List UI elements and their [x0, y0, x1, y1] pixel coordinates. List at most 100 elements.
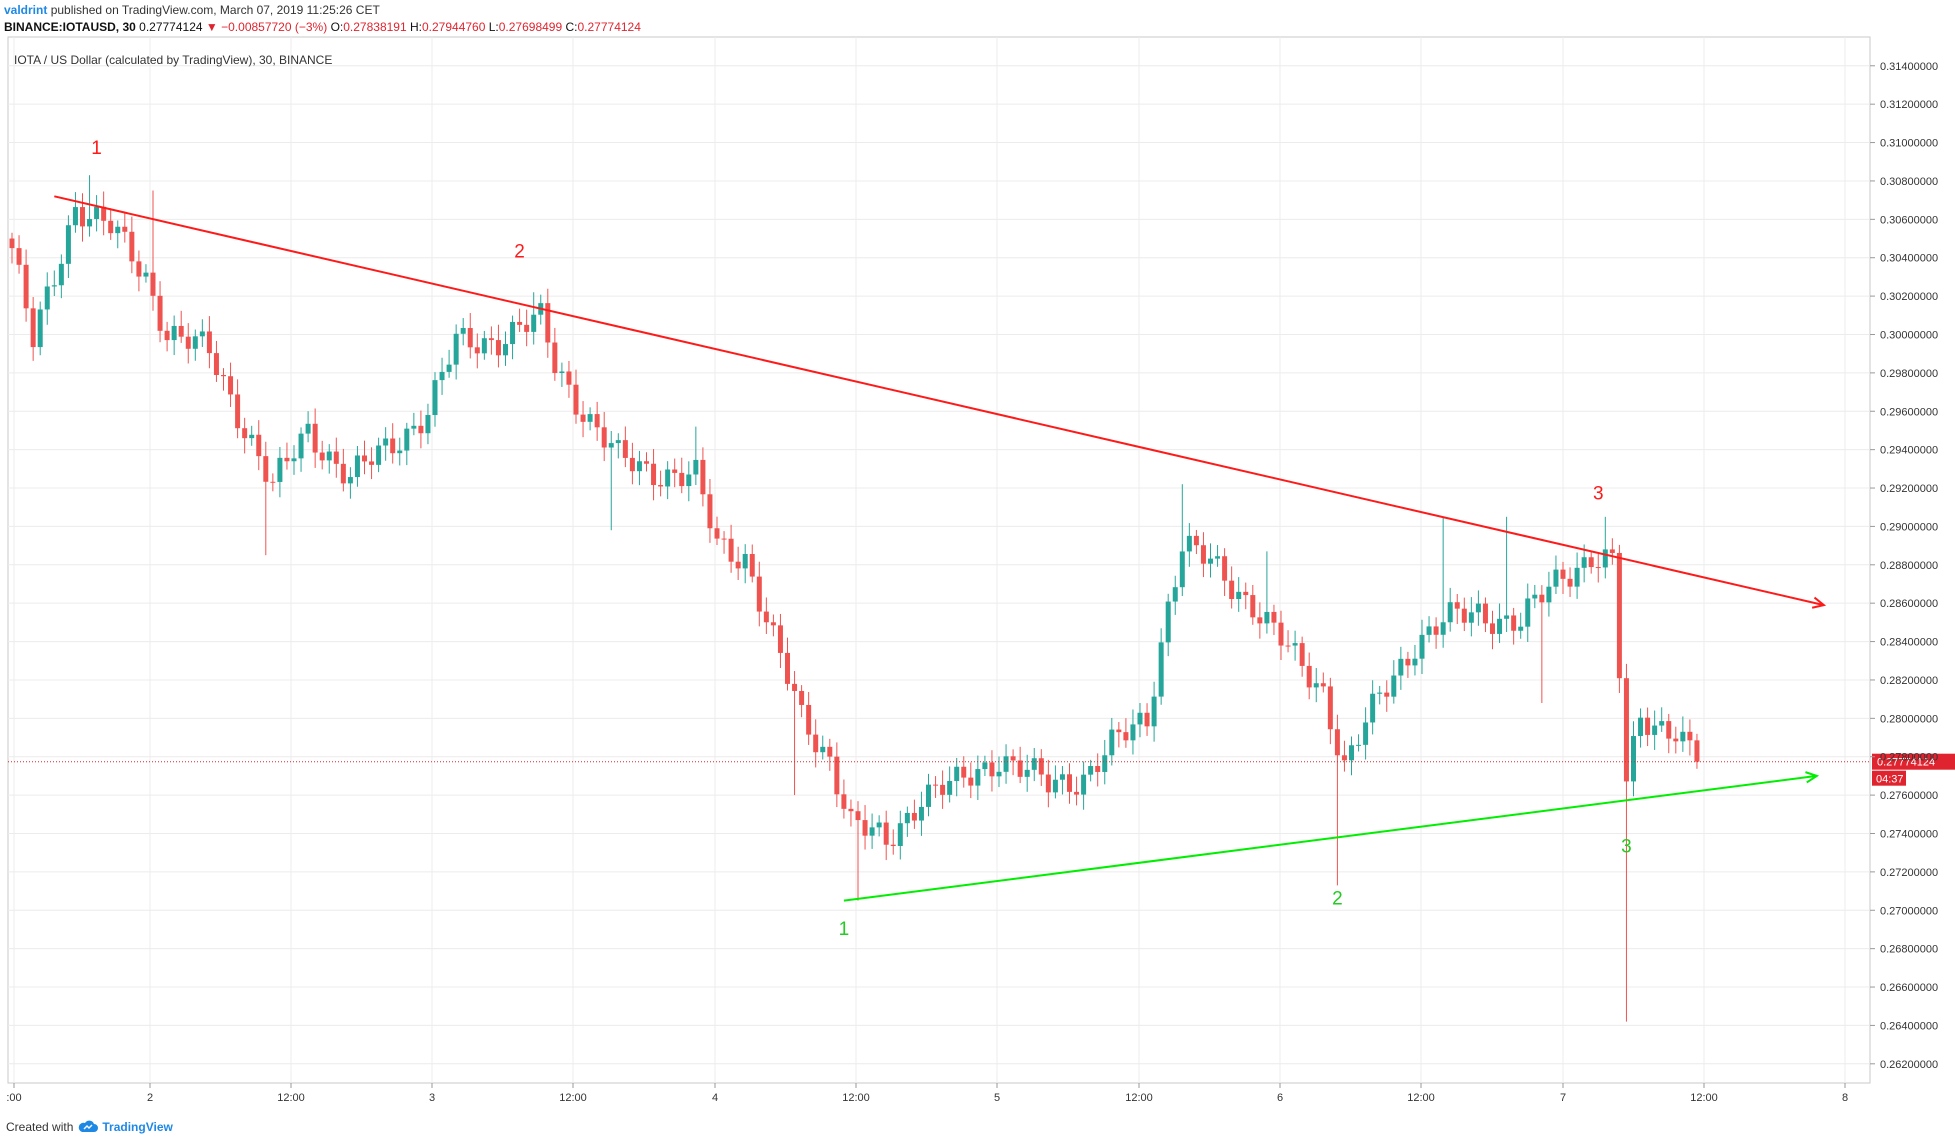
x-tick-label: 12:00	[842, 1092, 870, 1104]
candle-body	[1490, 623, 1495, 634]
candle-body	[1172, 587, 1178, 602]
candle-body	[256, 434, 262, 457]
candle-body	[1024, 769, 1030, 777]
y-tick-label: 0.30000000	[1880, 329, 1938, 341]
candle-body	[601, 427, 607, 448]
x-tick-label: 12:00	[559, 1092, 587, 1104]
plot-frame	[7, 36, 1871, 1084]
candle-body	[1454, 602, 1460, 609]
tradingview-cloud-icon	[79, 1120, 99, 1132]
candle-body	[122, 226, 128, 232]
trendlines: 0.27774124 04:37 1 2 3 1 2 3	[8, 138, 1955, 940]
support-line-arrowhead	[1805, 771, 1820, 784]
y-tick-label: 0.30600000	[1880, 214, 1938, 226]
candle-body	[1193, 535, 1199, 546]
candle-body	[1574, 567, 1580, 587]
candle-body	[911, 812, 917, 821]
candle-body	[58, 263, 64, 286]
candle-body	[1243, 591, 1249, 596]
created-with-text: Created with	[6, 1120, 74, 1134]
candle-body	[1356, 744, 1362, 746]
candle-body	[1652, 725, 1658, 735]
candle-body	[876, 822, 882, 828]
candle-body	[1426, 626, 1432, 635]
ohlc-bar: BINANCE:IOTAUSD, 30 0.27774124 ▼ −0.0085…	[4, 20, 641, 34]
candle-body	[115, 226, 121, 234]
candle-body	[171, 325, 177, 341]
y-tick-label: 0.27600000	[1880, 790, 1938, 802]
candle-body	[968, 777, 974, 786]
candle-body	[707, 494, 713, 529]
candle-body	[820, 746, 826, 753]
y-tick-label: 0.29800000	[1880, 368, 1938, 380]
candle-body	[841, 794, 847, 809]
candle-body	[101, 206, 107, 221]
x-tick-label: 3	[429, 1092, 435, 1104]
author-name[interactable]: valdrint	[4, 3, 48, 17]
candle-body	[989, 762, 995, 777]
y-tick-label: 0.26400000	[1880, 1020, 1938, 1032]
countdown-tag	[1872, 770, 1906, 786]
candle-body	[615, 440, 621, 444]
x-tick-label: 6	[1277, 1092, 1283, 1104]
candle-body	[72, 207, 78, 226]
candle-body	[1349, 745, 1354, 761]
candle-body	[890, 844, 896, 846]
candle-body	[1616, 552, 1622, 679]
candle-body	[312, 423, 318, 453]
candle-body	[80, 207, 85, 227]
candle-body	[1581, 557, 1587, 568]
candle-body	[235, 394, 241, 429]
candle-body	[636, 461, 642, 472]
candle-body	[474, 347, 480, 354]
footer: Created with TradingView	[6, 1120, 173, 1134]
candle-body	[1645, 717, 1651, 735]
low-value: 0.27698499	[498, 20, 563, 34]
candle-body	[1095, 766, 1101, 772]
candle-body	[411, 425, 417, 429]
candle-body	[108, 220, 114, 234]
candle-body	[1327, 686, 1333, 730]
candle-body	[982, 762, 988, 770]
candle-body	[933, 784, 939, 786]
candle-body	[87, 219, 93, 227]
candle-body	[629, 457, 635, 472]
candle-body	[1341, 755, 1347, 761]
candle-body	[855, 811, 861, 821]
x-tick-label: 7	[1560, 1092, 1566, 1104]
candle-body	[735, 561, 741, 569]
candle-body	[1257, 617, 1263, 624]
y-tick-label: 0.29600000	[1880, 406, 1938, 418]
current-price-tag	[1872, 753, 1955, 770]
candle-body	[961, 766, 967, 778]
candle-body	[644, 461, 649, 464]
candle-body	[848, 808, 854, 812]
candle-body	[291, 458, 297, 462]
candle-body	[1320, 683, 1326, 687]
candle-body	[918, 806, 924, 821]
candle-body	[862, 820, 868, 836]
candle-body	[1673, 738, 1679, 742]
close-value: 0.27774124	[577, 20, 641, 34]
candle-body	[1130, 724, 1136, 741]
y-tick-label: 0.26200000	[1880, 1059, 1938, 1071]
x-tick-label: 2	[147, 1092, 153, 1104]
candle-body	[460, 328, 466, 334]
candle-body	[1038, 758, 1044, 775]
tradingview-logo[interactable]: TradingView	[77, 1120, 173, 1134]
candle-body	[23, 264, 29, 309]
candle-body	[566, 371, 572, 385]
candle-body	[686, 474, 692, 487]
candle-body	[1468, 612, 1474, 623]
candle-body	[192, 336, 198, 349]
support-touch-label: 2	[1332, 889, 1343, 910]
symbol-label: BINANCE:IOTAUSD, 30	[4, 20, 136, 34]
candle-body	[1461, 608, 1467, 623]
candle-body	[16, 248, 22, 265]
candle-body	[1518, 626, 1524, 631]
candle-body	[1278, 622, 1284, 646]
candle-body	[326, 451, 332, 461]
candle-body	[1659, 721, 1665, 726]
candle-body	[1447, 602, 1453, 623]
